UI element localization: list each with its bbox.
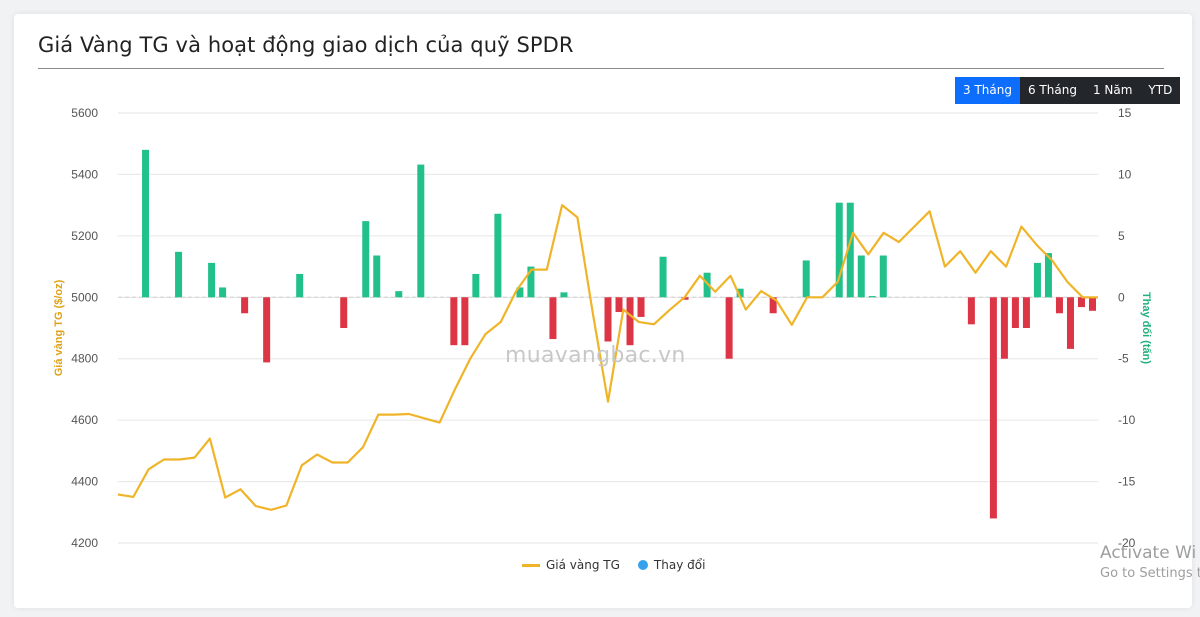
bar-negative [1066,297,1074,349]
bar-negative [1000,297,1008,359]
y-right-tick-label: -15 [1118,475,1136,489]
bar-positive [362,221,370,298]
bar-negative [461,297,469,346]
bar-negative [1077,297,1085,308]
bar-positive [1044,253,1052,298]
bar-negative [769,297,777,314]
bar-positive [417,164,425,298]
bar-negative [549,297,557,340]
y-left-tick-label: 5000 [71,290,98,304]
bar-negative [1011,297,1019,328]
bar-positive [868,296,876,298]
bar-negative [450,297,458,346]
legend-dot-swatch [637,560,648,570]
bar-positive [175,251,183,298]
y-right-tick-label: 10 [1118,167,1132,181]
y-right-tick-label: 15 [1118,106,1132,120]
y-left-tick-label: 4200 [71,536,98,550]
bar-negative [1055,297,1063,314]
bar-negative [615,297,623,313]
y-right-tick-label: 0 [1118,290,1125,304]
legend-item-thay-doi[interactable]: Thay đổi [653,558,706,572]
y-left-tick-label: 5200 [71,229,98,243]
bar-positive [527,266,535,298]
y-left-axis-title: Giá vàng TG ($/oz) [53,279,65,376]
y-right-tick-label: 5 [1118,229,1125,243]
bar-negative [681,297,689,300]
bar-negative [604,297,612,342]
range-button-ytd[interactable]: YTD [1140,77,1181,104]
range-button-3-thang[interactable]: 3 Tháng [955,77,1020,104]
bar-negative [1088,297,1096,311]
y-right-tick-label: -10 [1118,413,1136,427]
bar-negative [1022,297,1030,328]
legend-item-gia-vang[interactable]: Giá vàng TG [546,558,620,572]
y-left-tick-label: 4800 [71,352,98,366]
bar-positive [208,262,216,298]
watermark: muavangbac.vn [505,343,686,368]
y-right-axis-title: Thay đổi (tấn) [1140,292,1152,364]
bar-positive [373,255,381,298]
bar-positive [857,255,865,298]
bar-positive [142,149,150,298]
title-divider [38,68,1164,69]
y-left-tick-label: 4600 [71,413,98,427]
bar-positive [494,213,502,298]
y-left-tick-label: 5400 [71,167,98,181]
activate-line-2: Go to Settings t [1100,566,1200,581]
bar-positive [835,202,843,298]
y-right-tick-label: -5 [1118,352,1129,366]
bar-positive [472,273,480,298]
bar-negative [637,297,645,317]
legend-line-swatch [522,563,540,567]
bar-negative [967,297,975,325]
bar-positive [1033,262,1041,298]
bar-positive [516,287,524,298]
bar-positive [219,287,227,298]
y-left-tick-label: 5600 [71,106,98,120]
bar-positive [659,256,667,298]
gold-price-line [117,204,1098,511]
range-selector: 3 Tháng 6 Tháng 1 Năm YTD [955,77,1181,104]
bar-positive [736,288,744,298]
bar-positive [879,255,887,298]
bar-negative [725,297,733,359]
chart-title: Giá Vàng TG và hoạt động giao dịch của q… [38,33,574,57]
chart-legend: Giá vàng TG Thay đổi [522,558,705,572]
bar-positive [560,292,568,298]
bar-positive [846,202,854,298]
bar-negative [989,297,997,519]
activate-line-1: Activate Wi [1100,543,1197,563]
bar-positive [395,291,403,298]
bar-negative [263,297,271,363]
bar-positive [703,272,711,298]
bar-positive [802,260,810,298]
y-right-tick-label: -20 [1118,536,1136,550]
bar-negative [626,297,634,346]
activate-windows-notice: Activate Wi Go to Settings t [1100,543,1200,581]
bar-negative [340,297,348,328]
range-button-6-thang[interactable]: 6 Tháng [1019,77,1085,104]
bar-negative [241,297,249,314]
bar-positive [296,273,304,298]
y-left-tick-label: 4400 [71,475,98,489]
range-button-1-nam[interactable]: 1 Năm [1084,77,1141,104]
